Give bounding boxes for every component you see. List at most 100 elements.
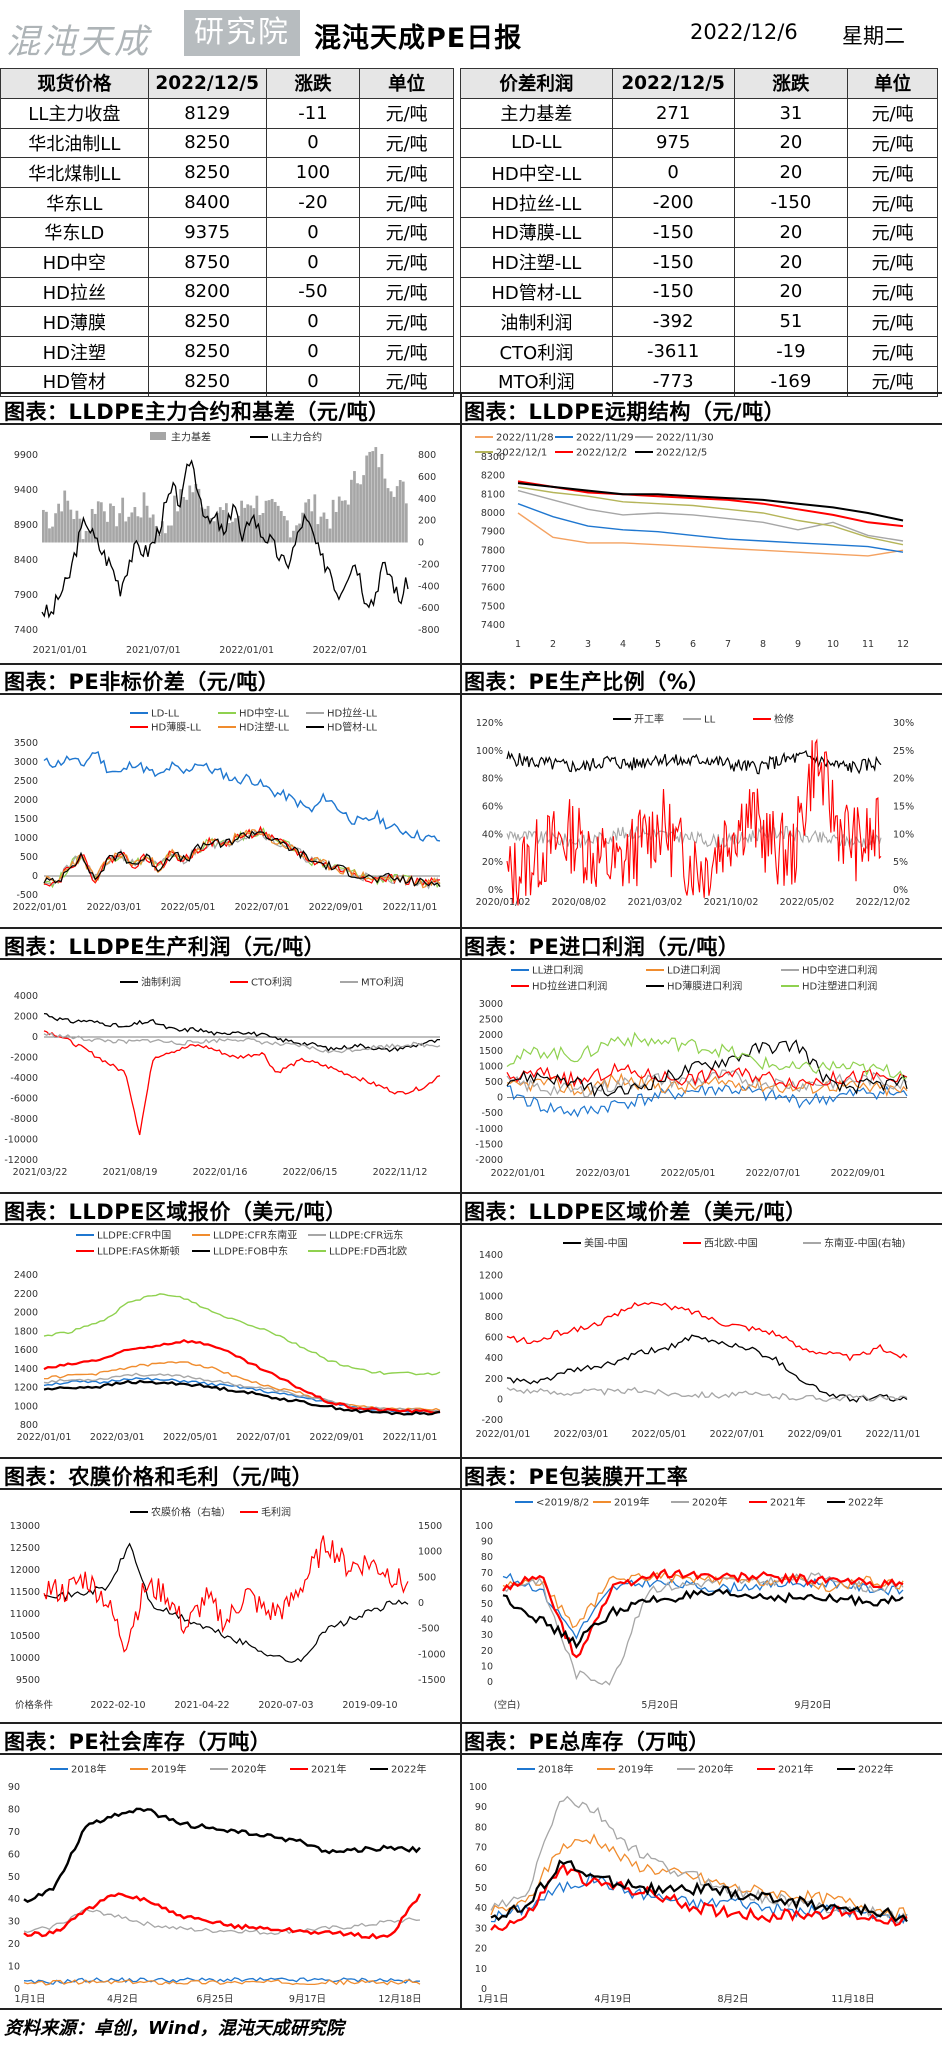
y-tick-label: 100: [469, 1782, 487, 1793]
table-row: 华北煤制LL 8250 100 元/吨: [0, 157, 454, 189]
table-cell: 元/吨: [359, 157, 454, 189]
series-line: [517, 489, 904, 542]
series-line: [43, 1293, 441, 1376]
table-row: 主力基差 271 31 元/吨: [460, 97, 938, 129]
basis-bar: [109, 503, 112, 543]
basis-bar: [188, 485, 192, 543]
y-tick-label: 70: [8, 1827, 20, 1838]
legend-label: 2022/12/2: [576, 448, 627, 459]
y-tick-label: 7600: [481, 583, 505, 594]
y-tick-label: 50: [481, 1599, 493, 1610]
x-tick-label: 2022/11/01: [383, 902, 438, 913]
company-logo: 混沌天成 研究院: [6, 10, 302, 62]
table-cell: 元/吨: [847, 306, 938, 338]
y-tick-label: 1200: [14, 1383, 38, 1394]
x-tick-label: 2022/01/01: [219, 645, 274, 656]
x-tick-label: 2020/08/02: [552, 897, 607, 908]
series-line: [502, 1588, 904, 1650]
series-line: [43, 1379, 441, 1416]
y-tick-label: 20%: [482, 857, 503, 868]
y-tick-label: 2200: [14, 1289, 38, 1300]
basis-bar: [66, 500, 70, 543]
x-tick-label: 2021/03/22: [13, 1167, 68, 1178]
y-tick-label: 2500: [479, 1015, 503, 1026]
table-cell: 975: [611, 127, 735, 159]
divider: [0, 1488, 942, 1490]
basis-bar: [273, 502, 277, 543]
x-tick-label: 2022/01/01: [476, 1429, 531, 1440]
y-tick-label: 2000: [14, 1308, 38, 1319]
caption-pe-total-inventory: 图表：PE总库存（万吨）: [464, 1730, 710, 1754]
legend-label: 2021年: [311, 1763, 346, 1776]
basis-bar: [118, 513, 121, 543]
y-tick-label: 200: [485, 1374, 503, 1385]
y-tick-label: 9500: [16, 1675, 40, 1686]
basis-bar: [48, 528, 51, 543]
basis-bar: [368, 451, 372, 543]
basis-bar: [350, 479, 353, 543]
table-cell: HD薄膜-LL: [460, 216, 613, 248]
basis-bar: [173, 495, 176, 543]
x-tick-label: 12: [897, 639, 909, 650]
basis-bar: [298, 523, 301, 543]
x-tick-label: (空白): [494, 1699, 520, 1711]
y-tick-label: 90: [481, 1537, 493, 1548]
x-tick-label: 4: [620, 639, 626, 650]
basis-bar: [356, 483, 359, 543]
legend-label: 2019年: [151, 1763, 186, 1776]
basis-bar: [185, 499, 189, 543]
table-cell: HD拉丝-LL: [460, 187, 613, 218]
y-tick-label: 11500: [10, 1587, 40, 1598]
basis-bar: [371, 451, 375, 543]
y-tick-label: 3000: [14, 757, 38, 768]
table-cell: 华北油制LL: [0, 127, 149, 159]
x-tick-label: 6: [690, 639, 696, 650]
y-tick-label: 8400: [14, 555, 38, 566]
y-tick-label: 60: [475, 1863, 487, 1874]
y-tick-label: 20: [481, 1646, 493, 1657]
legend-label: LLDPE:CFR东南亚: [213, 1229, 297, 1242]
chart-lldpe-production-profit: 油制利润 CTO利润 MTO利润 4000 2000 0 -2000 -4000 -6000 -8…: [4, 976, 441, 1178]
basis-bar: [203, 508, 207, 543]
table-cell: 元/吨: [359, 97, 454, 129]
basis-bar: [106, 521, 109, 543]
basis-bar: [295, 525, 298, 543]
table-cell: 8250: [147, 306, 267, 338]
table-cell: -169: [733, 365, 849, 397]
table-cell: 9375: [147, 216, 267, 248]
table-cell: HD注塑: [0, 336, 149, 367]
table-cell: 元/吨: [847, 276, 938, 308]
basis-bar: [398, 480, 402, 543]
basis-bar: [225, 503, 228, 543]
table-header-cell: 2022/12/5: [147, 68, 267, 99]
chart-lldpe-main-basis: 主力基差 LL主力合约 9900 9400 8900 8400 7900 7400 800 600…: [14, 431, 440, 657]
y-tick-label: -400: [418, 581, 440, 592]
legend-label: 检修: [774, 713, 794, 726]
basis-bar: [218, 507, 222, 543]
basis-bar: [179, 489, 182, 543]
y-tick-label: 90: [8, 1782, 20, 1793]
basis-bar: [182, 497, 186, 543]
y-tick-label: -200: [418, 559, 440, 570]
basis-bar: [347, 504, 350, 543]
basis-bar: [212, 521, 216, 543]
legend-label: MTO利润: [361, 976, 404, 989]
table-header-cell: 现货价格: [0, 68, 149, 99]
series-line: [43, 1012, 440, 1053]
y-tick-label: 80%: [482, 774, 503, 785]
y-tick-label: 200: [418, 516, 436, 527]
y-tick-label: 800: [418, 450, 436, 461]
x-tick-label: 2022/03/01: [87, 902, 142, 913]
legend-label: 2022/11/29: [576, 433, 634, 444]
legend-label: HD拉丝-LL: [327, 707, 377, 720]
x-tick-label: 价格条件: [15, 1699, 54, 1711]
x-tick-label: 2022/12/02: [856, 897, 911, 908]
series-line-margin: [43, 1535, 409, 1653]
series-line: [517, 482, 904, 522]
y-tick-label: 100: [475, 1521, 493, 1532]
legend-label: 2021年: [778, 1763, 813, 1776]
y-tick-label: 7400: [14, 625, 38, 636]
basis-bar: [255, 495, 259, 543]
basis-bar: [319, 516, 323, 543]
x-tick-label: 1月1日: [477, 1994, 508, 2005]
